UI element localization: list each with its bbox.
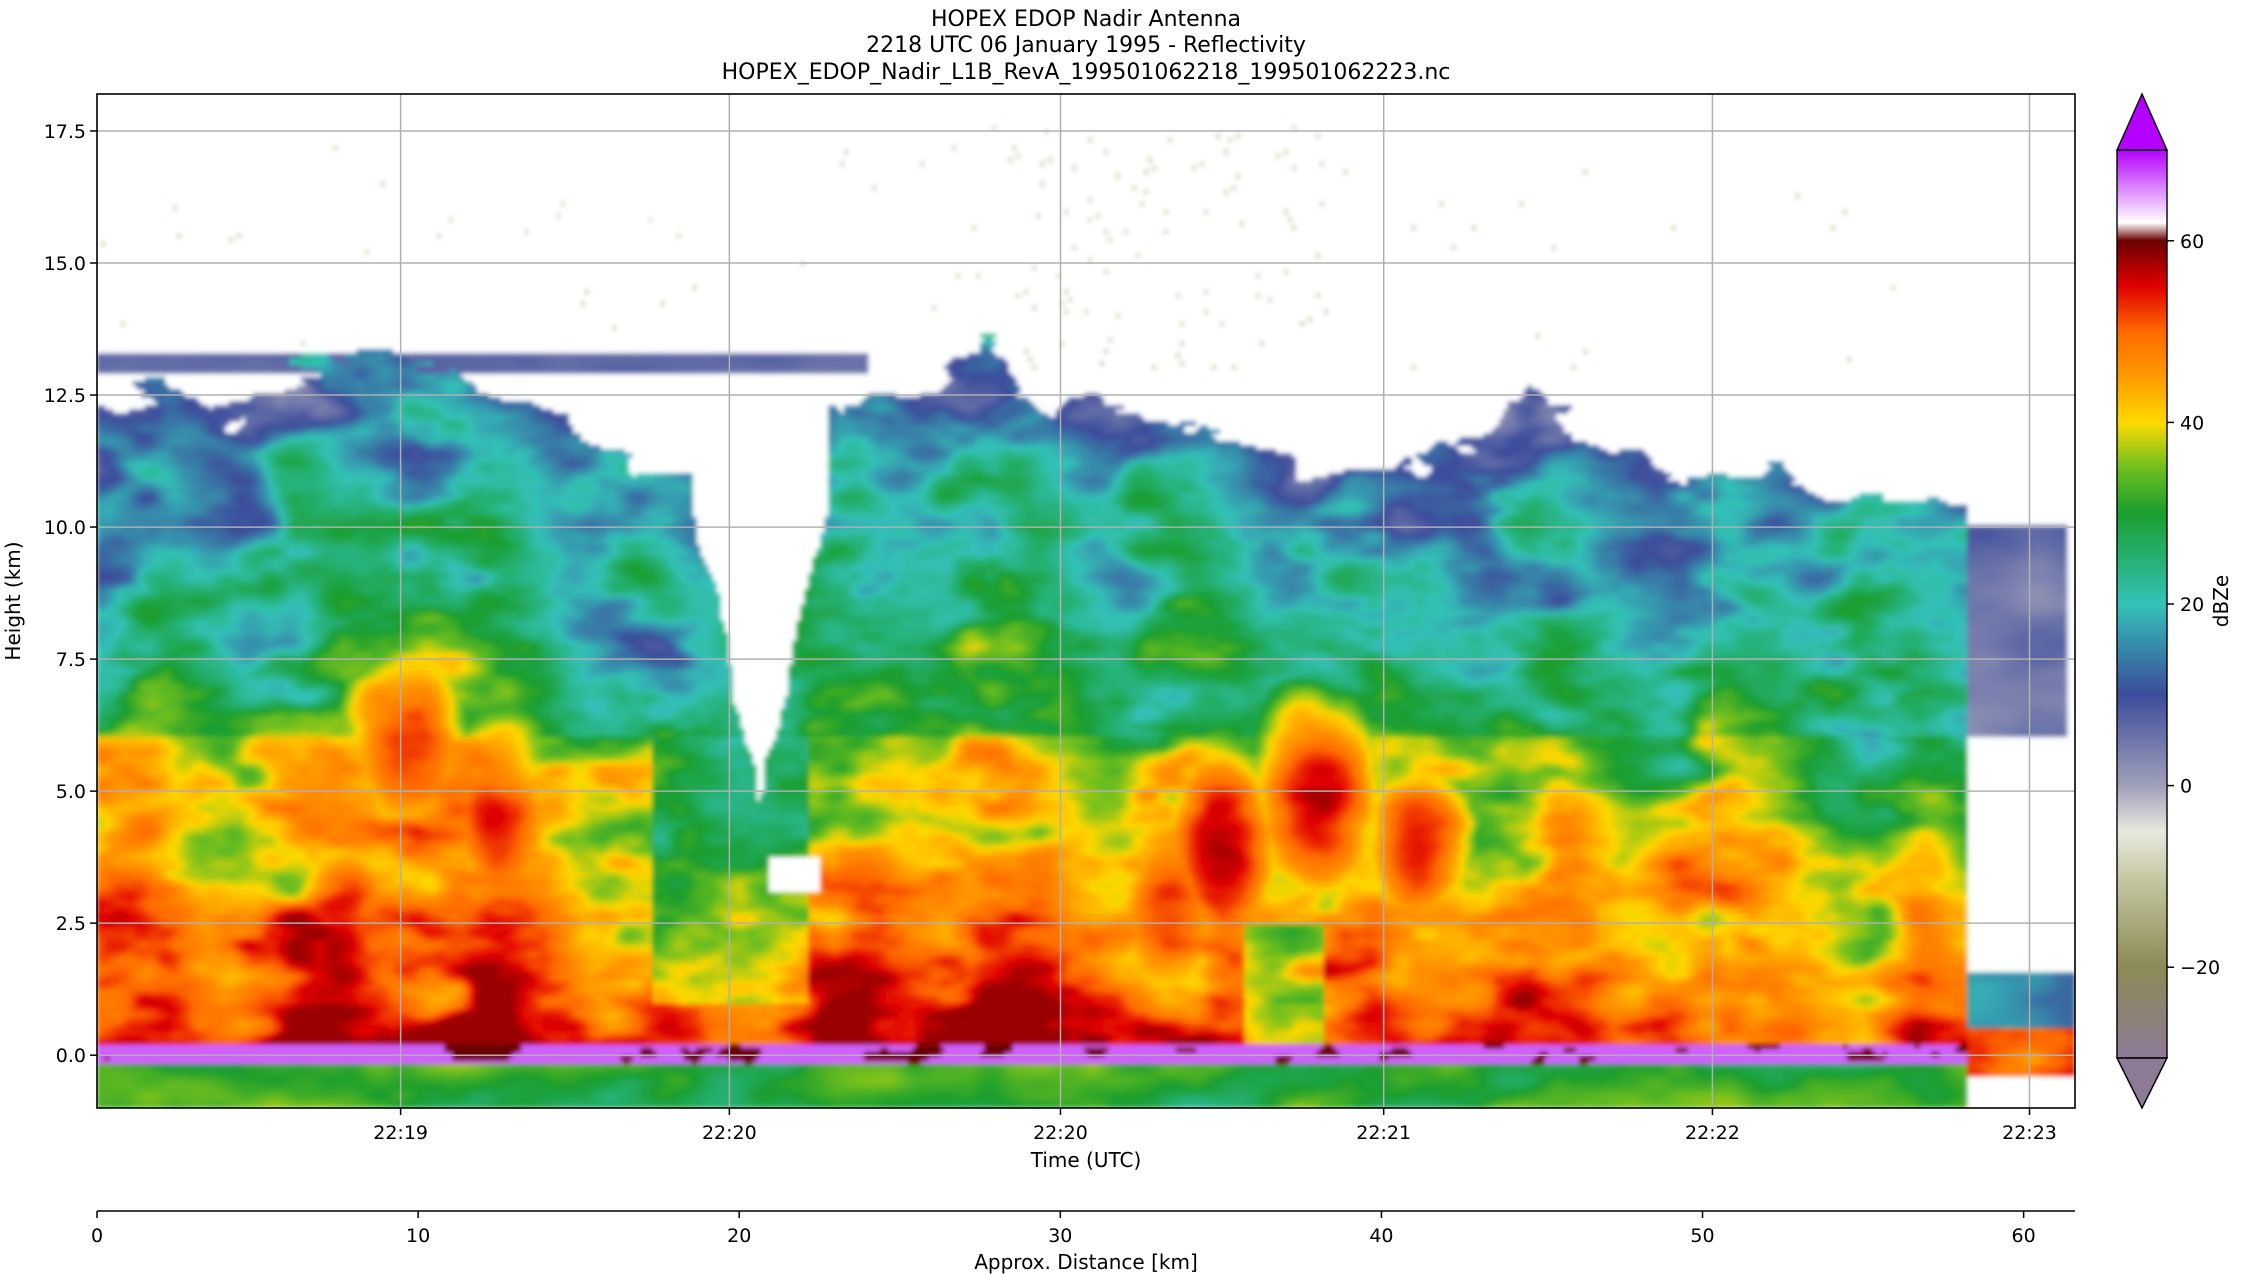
colorbar-extend-min xyxy=(2115,1057,2169,1110)
colorbar-extend-max xyxy=(2115,92,2169,151)
title-line-1: HOPEX EDOP Nadir Antenna xyxy=(931,7,1241,32)
distance-tick-label: 10 xyxy=(406,1225,430,1247)
reflectivity-heatmap xyxy=(97,94,2075,1108)
y-axis-ticks: 0.0 2.5 5.0 7.5 10.0 12.5 15.0 17.5 xyxy=(44,121,97,1067)
x-axis-label: Time (UTC) xyxy=(1030,1148,1142,1172)
distance-tick-label: 20 xyxy=(727,1225,751,1247)
x-tick-label: 22:22 xyxy=(1685,1122,1740,1144)
x-tick-label: 22:20 xyxy=(1033,1122,1088,1144)
distance-tick-label: 60 xyxy=(2012,1225,2036,1247)
colorbar-label: dBZe xyxy=(2209,575,2233,627)
colorbar-tick-label: 60 xyxy=(2180,231,2204,253)
y-tick-label: 0.0 xyxy=(56,1045,86,1067)
grid-lines xyxy=(97,94,2075,1108)
distance-tick-label: 30 xyxy=(1048,1225,1072,1247)
colorbar-tick-label: 40 xyxy=(2180,412,2204,434)
distance-axis: 0 10 20 30 40 50 60 Approx. Distance [km] xyxy=(91,1210,2075,1274)
y-tick-label: 7.5 xyxy=(56,649,86,671)
y-tick-label: 12.5 xyxy=(44,385,86,407)
distance-axis-label: Approx. Distance [km] xyxy=(974,1250,1198,1274)
y-tick-label: 5.0 xyxy=(56,781,86,803)
distance-tick-label: 40 xyxy=(1369,1225,1393,1247)
distance-tick-label: 0 xyxy=(91,1225,103,1247)
colorbar: −20 0 20 40 60 dBZe xyxy=(2115,92,2233,1110)
x-tick-label: 22:20 xyxy=(702,1122,757,1144)
y-tick-label: 2.5 xyxy=(56,913,86,935)
colorbar-tick-label: −20 xyxy=(2180,957,2220,979)
colorbar-bar xyxy=(2116,149,2168,1059)
y-axis-label: Height (km) xyxy=(1,541,25,660)
colorbar-ticks: −20 0 20 40 60 xyxy=(2167,231,2220,979)
y-tick-label: 17.5 xyxy=(44,121,86,143)
x-tick-label: 22:21 xyxy=(1356,1122,1411,1144)
reflectivity-plot: 0.02.55.07.510.012.515.017.5 22:19 22:20 2… xyxy=(1,93,2076,1172)
colorbar-tick-label: 20 xyxy=(2180,594,2204,616)
x-axis-ticks: 22:19 22:20 22:20 22:21 22:22 22:23 xyxy=(373,1108,2057,1144)
title-line-3: HOPEX_EDOP_Nadir_L1B_RevA_199501062218_1… xyxy=(722,60,1451,85)
colorbar-tick-label: 0 xyxy=(2180,776,2192,798)
title-line-2: 2218 UTC 06 January 1995 - Reflectivity xyxy=(866,33,1306,58)
y-tick-label: 15.0 xyxy=(44,253,86,275)
x-tick-label: 22:23 xyxy=(2002,1122,2057,1144)
y-tick-label: 10.0 xyxy=(44,517,86,539)
x-tick-label: 22:19 xyxy=(373,1122,428,1144)
distance-axis-ticks: 0 10 20 30 40 50 60 xyxy=(91,1211,2036,1247)
plot-frame xyxy=(96,93,2076,1109)
distance-tick-label: 50 xyxy=(1690,1225,1714,1247)
